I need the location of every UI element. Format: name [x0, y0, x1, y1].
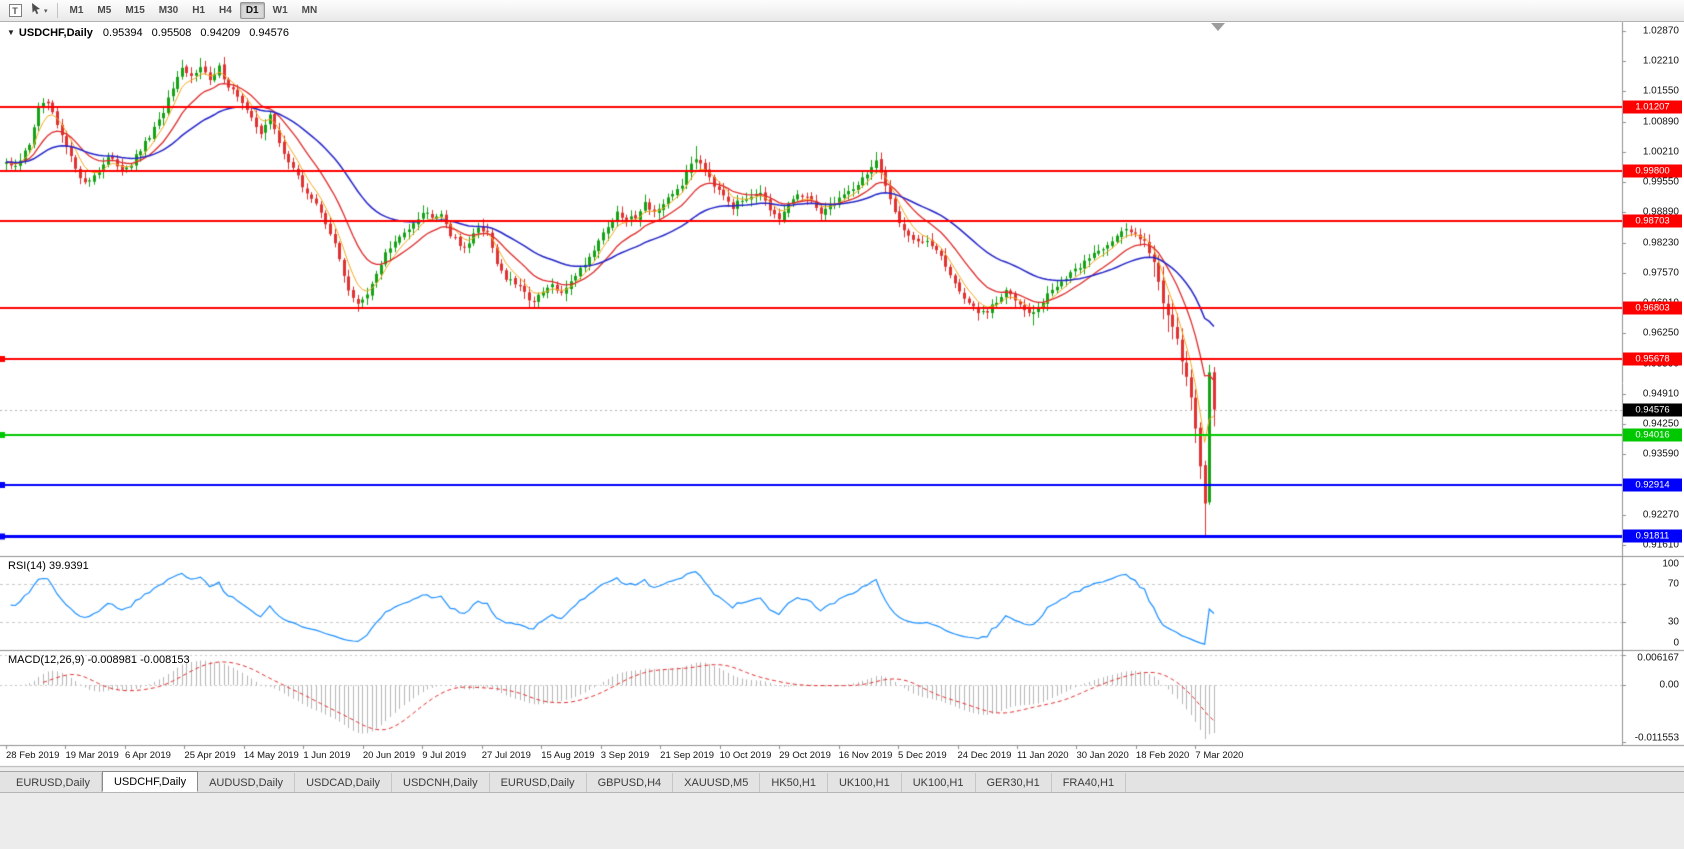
timeframe-button-h4[interactable]: H4 [219, 5, 232, 16]
price-axis-label: 1.01550 [1642, 85, 1679, 97]
ohlc-high: 0.95508 [151, 27, 192, 39]
tab-audusd-daily[interactable]: AUDUSD,Daily [198, 773, 296, 792]
timeframe-button-h1[interactable]: H1 [192, 5, 206, 16]
tab-gbpusd-h4[interactable]: GBPUSD,H4 [587, 773, 674, 792]
timeframe-button-m30[interactable]: M30 [158, 5, 179, 16]
price-tag-0.98703: 0.98703 [1623, 214, 1682, 228]
date-axis-label: 16 Nov 2019 [838, 750, 893, 761]
chart-dropdown-icon[interactable]: ▼ [7, 28, 15, 37]
macd-axis-label: 0.006167 [1637, 652, 1679, 664]
chart-shift-marker-icon[interactable] [1211, 23, 1225, 31]
dropdown-arrow-icon: ▾ [44, 7, 48, 15]
date-axis-label: 25 Apr 2019 [184, 750, 236, 761]
timeframe-button-d1[interactable]: D1 [239, 2, 265, 19]
price-tag-0.96803: 0.96803 [1623, 301, 1682, 315]
cursor-icon [30, 2, 42, 20]
timeframe-button-m15[interactable]: M15 [125, 5, 145, 16]
date-axis-label: 10 Oct 2019 [719, 750, 772, 761]
price-axis-label: 0.98890 [1642, 206, 1679, 218]
date-axis-label: 19 Mar 2019 [65, 750, 119, 761]
date-axis-label: 24 Dec 2019 [957, 750, 1012, 761]
tab-ger30-h1[interactable]: GER30,H1 [976, 773, 1052, 792]
date-axis-label: 28 Feb 2019 [6, 750, 60, 761]
date-axis-label: 30 Jan 2020 [1076, 750, 1129, 761]
price-tag-0.94016: 0.94016 [1623, 428, 1682, 442]
tab-usdcnh-daily[interactable]: USDCNH,Daily [392, 773, 490, 792]
price-axis-label: 0.99550 [1642, 176, 1679, 188]
rsi-pane-label: RSI(14) 39.9391 [8, 560, 89, 572]
date-axis-label: 29 Oct 2019 [779, 750, 831, 761]
toolbar: T ▾ M1 M5 M15 M30 H1 H4 D1 W1 MN [0, 0, 1684, 22]
price-tag-0.92914: 0.92914 [1623, 478, 1682, 492]
macd-axis-label: 0.00 [1659, 679, 1679, 691]
chart-title: ▼ USDCHF,Daily 0.95394 0.95508 0.94209 0.9457… [7, 27, 298, 39]
template-icon: T [8, 4, 22, 17]
price-axis-label: 0.94250 [1642, 418, 1679, 430]
price-tag-0.95678: 0.95678 [1623, 352, 1682, 366]
date-axis-label: 27 Jul 2019 [481, 750, 531, 761]
macd-pane-label: MACD(12,26,9) -0.008981 -0.008153 [8, 654, 190, 666]
tab-eurusd-daily[interactable]: EURUSD,Daily [490, 773, 587, 792]
tab-usdchf-daily[interactable]: USDCHF,Daily [101, 771, 199, 792]
price-axis-label: 0.97570 [1642, 267, 1679, 279]
price-axis-label: 0.93590 [1642, 448, 1679, 460]
date-axis-label: 5 Dec 2019 [898, 750, 947, 761]
chart-title-symbol: USDCHF,Daily [18, 27, 93, 39]
cursor-tool-button[interactable]: ▾ [26, 2, 52, 20]
rsi-axis-label: 100 [1662, 558, 1679, 570]
date-axis-label: 7 Mar 2020 [1195, 750, 1244, 761]
price-axis-label: 0.94910 [1642, 388, 1679, 400]
price-axis-label: 1.02210 [1642, 55, 1679, 67]
price-tag-0.99800: 0.99800 [1623, 164, 1682, 178]
ohlc-low: 0.94209 [200, 27, 241, 39]
toolbar-separator [56, 3, 58, 18]
tab-xauusd-m5[interactable]: XAUUSD,M5 [673, 773, 761, 792]
date-axis-label: 20 Jun 2019 [362, 750, 416, 761]
date-axis-label: 18 Feb 2020 [1135, 750, 1190, 761]
price-axis-label: 1.00210 [1642, 146, 1679, 158]
price-tag-0.91811: 0.91811 [1623, 529, 1682, 543]
chart-tab-bar: EURUSD,Daily USDCHF,Daily AUDUSD,Daily USDC… [0, 771, 1684, 793]
tab-uk100-h1[interactable]: UK100,H1 [902, 773, 976, 792]
tab-usdcad-daily[interactable]: USDCAD,Daily [295, 773, 393, 792]
price-axis-label: 1.00890 [1642, 116, 1679, 128]
price-tag-1.01207: 1.01207 [1623, 100, 1682, 114]
ohlc-close: 0.94576 [249, 27, 289, 39]
date-axis-label: 21 Sep 2019 [660, 750, 715, 761]
date-axis-label: 15 Aug 2019 [541, 750, 595, 761]
price-axis-label: 0.91610 [1642, 539, 1679, 551]
date-axis-label: 11 Jan 2020 [1016, 750, 1069, 761]
tab-fra40-h1[interactable]: FRA40,H1 [1052, 773, 1127, 792]
current-price-tag: 0.94576 [1623, 403, 1682, 417]
template-tool-button[interactable]: T [4, 2, 26, 20]
macd-axis-label: -0.011553 [1634, 732, 1679, 744]
rsi-axis-label: 70 [1667, 578, 1679, 590]
rsi-axis-label: 30 [1667, 616, 1679, 628]
timeframe-button-w1[interactable]: W1 [272, 5, 288, 16]
timeframe-button-m5[interactable]: M5 [97, 5, 112, 16]
price-axis-label: 0.98230 [1642, 237, 1679, 249]
ohlc-open: 0.95394 [102, 27, 143, 39]
price-axis-label: 1.02870 [1642, 25, 1679, 37]
date-axis-label: 3 Sep 2019 [600, 750, 650, 761]
timeframe-button-mn[interactable]: MN [301, 5, 318, 16]
timeframe-button-group: M1 M5 M15 M30 H1 H4 D1 W1 MN [63, 2, 325, 19]
rsi-axis-label: 0 [1673, 637, 1679, 649]
price-axis-label: 0.96250 [1642, 327, 1679, 339]
price-axis-label: 0.92270 [1642, 509, 1679, 521]
timeframe-button-m1[interactable]: M1 [69, 5, 84, 16]
date-axis-label: 6 Apr 2019 [124, 750, 171, 761]
tab-uk100-h1[interactable]: UK100,H1 [828, 773, 902, 792]
tab-hk50-h1[interactable]: HK50,H1 [760, 773, 828, 792]
date-axis-label: 14 May 2019 [243, 750, 299, 761]
date-axis-label: 9 Jul 2019 [422, 750, 467, 761]
tab-eurusd-daily[interactable]: EURUSD,Daily [5, 773, 102, 792]
date-axis-label: 1 Jun 2019 [303, 750, 351, 761]
